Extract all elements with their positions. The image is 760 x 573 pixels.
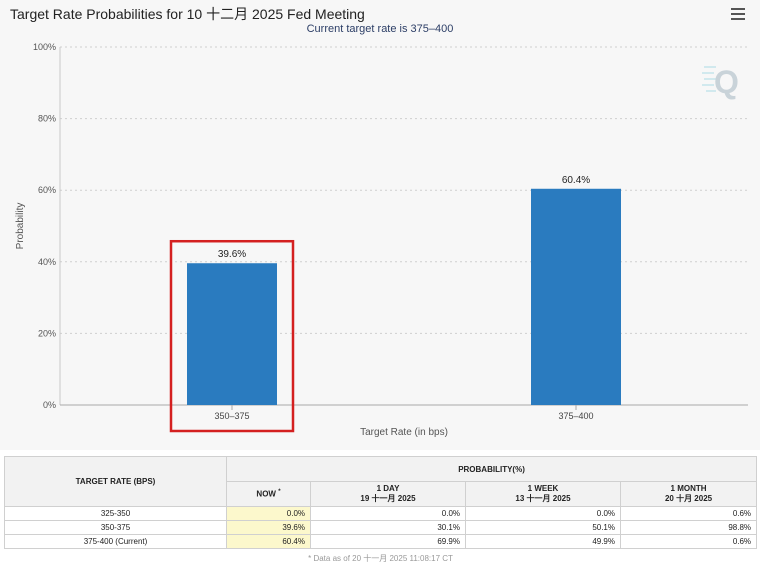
y-axis-title: Probability <box>15 203 26 250</box>
table-row: 375-400 (Current) 60.4% 69.9% 49.9% 0.6% <box>4 534 758 549</box>
month-header-label: 1 MONTH <box>670 484 707 493</box>
rate-cell: 325-350 <box>4 506 227 521</box>
week-header-date: 13 十一月 2025 <box>515 494 571 503</box>
week-header-label: 1 WEEK <box>527 484 559 493</box>
chart-title: Target Rate Probabilities for 10 十二月 202… <box>10 6 365 22</box>
y-tick-label: 20% <box>38 328 56 338</box>
week-cell: 50.1% <box>465 520 621 535</box>
x-tick-label: 350–375 <box>214 411 249 421</box>
hamburger-menu-icon[interactable] <box>731 8 745 20</box>
month-cell: 0.6% <box>619 534 758 549</box>
week-header: 1 WEEK 13 十一月 2025 <box>465 481 621 507</box>
bar-350–375 <box>187 263 277 405</box>
bar-375–400 <box>531 188 621 405</box>
svg-text:Q: Q <box>714 64 739 100</box>
y-tick-label: 0% <box>43 400 56 410</box>
day-cell: 0.0% <box>310 506 466 521</box>
now-cell: 39.6% <box>226 520 311 535</box>
table-row: 350-375 39.6% 30.1% 50.1% 98.8% <box>4 520 758 535</box>
y-tick-label: 40% <box>38 257 56 267</box>
data-timestamp-note: * Data as of 20 十一月 2025 11:08:17 CT <box>308 554 453 563</box>
y-tick-label: 100% <box>33 42 56 52</box>
month-cell: 98.8% <box>619 520 758 535</box>
x-axis-title: Target Rate (in bps) <box>360 427 448 438</box>
y-tick-label: 80% <box>38 114 56 124</box>
now-marker: * <box>278 489 281 496</box>
day-header-label: 1 DAY <box>376 484 400 493</box>
probability-table: TARGET RATE (BPS) PROBABILITY(%) NOW * 1… <box>4 456 758 566</box>
day-cell: 69.9% <box>310 534 466 549</box>
month-header: 1 MONTH 20 十月 2025 <box>619 481 758 507</box>
rate-cell: 375-400 (Current) <box>4 534 227 549</box>
x-tick-label: 375–400 <box>558 411 593 421</box>
y-tick-label: 60% <box>38 185 56 195</box>
now-header-label: NOW <box>256 489 276 499</box>
highlight-box <box>169 239 295 433</box>
chart-subtitle: Current target rate is 375–400 <box>306 23 454 35</box>
bar-data-label: 39.6% <box>218 249 246 260</box>
day-header-date: 19 十一月 2025 <box>360 494 416 503</box>
day-cell: 30.1% <box>310 520 466 535</box>
q-logo-icon: Q <box>702 64 739 100</box>
rate-cell: 350-375 <box>4 520 227 535</box>
bar-chart: 0% 20% 40% 60% 80% 100% 39.6% 350–375 60.4% 375–4… <box>15 42 748 438</box>
now-header: NOW * <box>226 481 311 507</box>
week-cell: 0.0% <box>465 506 621 521</box>
now-cell: 60.4% <box>226 534 311 549</box>
day-header: 1 DAY 19 十一月 2025 <box>310 481 466 507</box>
bar-data-label: 60.4% <box>562 175 590 186</box>
month-header-date: 20 十月 2025 <box>664 494 713 503</box>
probability-header: PROBABILITY(%) <box>225 456 758 482</box>
now-cell: 0.0% <box>226 506 311 521</box>
target-rate-header: TARGET RATE (BPS) <box>4 456 227 507</box>
week-cell: 49.9% <box>465 534 621 549</box>
month-cell: 0.6% <box>619 506 758 521</box>
chart-panel: 0% 20% 40% 60% 80% 100% 39.6% 350–375 60.4% 375–4… <box>10 6 748 438</box>
table-row: 325-350 0.0% 0.0% 0.0% 0.6% <box>4 506 758 521</box>
